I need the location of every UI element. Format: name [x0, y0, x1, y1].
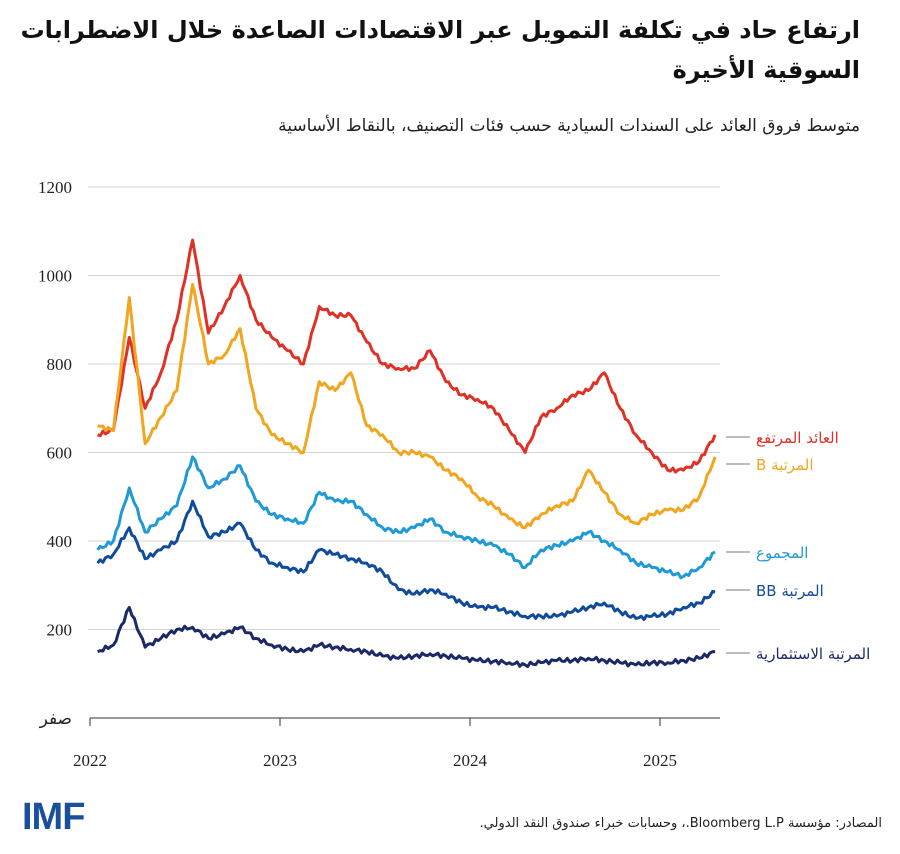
- x-tick-label: 2025: [643, 751, 677, 770]
- x-tick-label: 2022: [73, 751, 107, 770]
- legend-label: المجموع: [756, 544, 808, 562]
- y-tick-label: 200: [47, 621, 73, 640]
- legend-label: المرتبة الاستثمارية: [756, 645, 870, 663]
- y-tick-label: 400: [47, 532, 73, 551]
- legend-label: المرتبة BB: [756, 582, 824, 600]
- chart-title: ارتفاع حاد في تكلفة التمويل عبر الاقتصاد…: [20, 16, 860, 84]
- x-tick-label: 2023: [263, 751, 297, 770]
- source-note: المصادر: مؤسسة Bloomberg L.P.، وحسابات خ…: [479, 816, 882, 831]
- y-tick-label: 1200: [38, 178, 72, 197]
- imf-logo: IMF: [22, 796, 85, 838]
- y-tick-label: 600: [47, 444, 73, 463]
- series-line: [96, 499, 716, 621]
- y-tick-label: صفر: [39, 709, 72, 729]
- series-line: [96, 455, 716, 580]
- y-tick-label: 800: [47, 355, 73, 374]
- chart-subtitle: متوسط فروق العائد على السندات السيادية ح…: [278, 116, 860, 136]
- series-line: [97, 238, 717, 474]
- x-tick-label: 2024: [453, 751, 488, 770]
- legend-label: المرتبة B: [756, 456, 814, 474]
- series-line: [97, 282, 717, 530]
- legend-label: العائد المرتفع: [756, 429, 839, 447]
- series-line: [97, 605, 716, 669]
- y-tick-label: 1000: [38, 267, 72, 286]
